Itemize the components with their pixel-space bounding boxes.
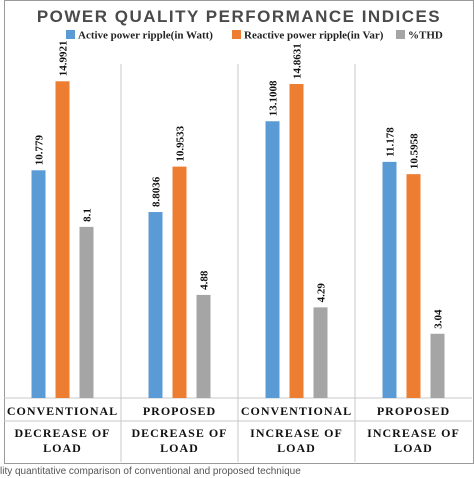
data-label: 14.9921 <box>58 41 70 77</box>
bar <box>172 166 187 398</box>
legend-label: Reactive power ripple(in Var) <box>244 30 384 42</box>
bar <box>265 121 280 398</box>
bar <box>55 81 70 399</box>
category-label: CONVENTIONAL <box>241 404 352 418</box>
bar <box>382 161 397 398</box>
bar <box>196 294 211 398</box>
category-label: LOAD <box>394 441 433 455</box>
data-label: 4.88 <box>199 270 211 290</box>
figure-caption: lity quantitative comparison of conventi… <box>0 466 301 477</box>
bar <box>406 174 421 398</box>
category-label: DECREASE OF <box>14 426 110 440</box>
chart-title: POWER QUALITY PERFORMANCE INDICES <box>37 7 441 26</box>
category-label: PROPOSED <box>377 404 450 418</box>
legend-swatch <box>66 30 75 39</box>
data-label: 10.5958 <box>409 133 421 169</box>
bar <box>430 333 445 398</box>
data-label: 13.1008 <box>268 80 280 116</box>
data-label: 10.779 <box>34 135 46 166</box>
data-label: 14.8631 <box>292 43 304 79</box>
legend-label: Active power ripple(in Watt) <box>78 30 213 42</box>
data-label: 4.29 <box>316 283 328 303</box>
category-label: LOAD <box>277 441 316 455</box>
category-label: PROPOSED <box>143 404 216 418</box>
data-label: 8.8036 <box>151 176 163 207</box>
legend-label: %THD <box>408 30 443 42</box>
category-label: LOAD <box>43 441 82 455</box>
bar <box>79 226 94 398</box>
category-label: INCREASE OF <box>250 426 343 440</box>
bar <box>289 84 304 398</box>
category-label: INCREASE OF <box>367 426 460 440</box>
data-label: 3.04 <box>433 309 445 329</box>
category-label: DECREASE OF <box>131 426 227 440</box>
bar <box>313 307 328 398</box>
bar <box>31 170 46 398</box>
legend-swatch <box>232 30 241 39</box>
data-label: 10.9533 <box>175 125 187 161</box>
legend-swatch <box>396 30 405 39</box>
category-label: CONVENTIONAL <box>7 404 118 418</box>
bar <box>148 212 163 398</box>
data-label: 11.178 <box>385 127 397 157</box>
category-label: LOAD <box>160 441 199 455</box>
data-label: 8.1 <box>82 208 94 222</box>
legend: Active power ripple(in Watt) Reactive pow… <box>66 30 443 42</box>
